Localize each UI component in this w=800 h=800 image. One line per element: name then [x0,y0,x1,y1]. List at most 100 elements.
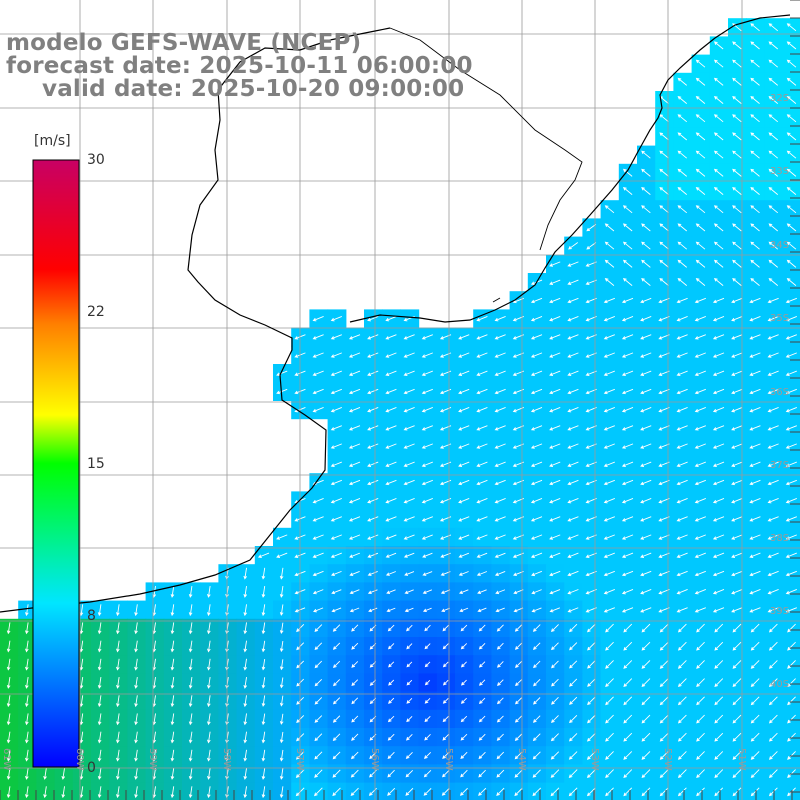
wind-arrow [388,661,395,668]
wind-arrow [348,334,361,340]
wind-arrow [25,622,29,635]
wind-arrow [603,607,615,613]
wind-arrow [605,623,614,633]
wind-arrow [785,498,797,504]
wind-arrow [43,767,47,780]
wind-arrow [385,498,397,504]
wind-cell [782,127,800,147]
wind-arrow [659,132,669,141]
wind-arrow [567,352,579,358]
wind-arrow [116,713,120,726]
wind-arrow [750,769,760,779]
wind-arrow [567,534,579,540]
wind-arrow [659,696,669,706]
wind-arrow [403,479,415,486]
wind-cell [782,109,800,128]
wind-arrow [641,696,651,706]
wind-arrow [587,678,596,687]
wind-arrow [713,168,724,177]
wind-arrow [695,150,706,159]
wind-arrow [732,732,742,742]
wind-arrow [621,552,634,558]
wind-arrow [385,352,397,358]
wind-arrow [731,297,743,304]
wind-arrow [603,498,615,504]
wind-arrow [243,767,248,780]
wind-arrow [403,334,415,340]
wind-arrow [530,534,543,540]
wind-arrow [714,678,724,688]
wind-arrow [659,277,669,286]
wind-arrow [349,607,360,613]
wind-arrow [207,695,211,708]
wind-arrow [677,714,687,724]
wind-arrow [422,571,433,576]
wind-arrow [549,534,561,540]
wind-arrow [134,749,138,762]
wind-arrow [641,241,651,250]
wind-arrow [640,370,652,376]
wind-arrow [312,352,324,358]
wind-arrow [116,767,120,780]
wind-arrow [116,604,120,617]
wind-arrow [549,370,561,376]
wind-arrow [385,571,396,576]
wind-arrow [732,59,742,68]
wind-arrow [261,585,266,598]
wind-arrow [532,751,541,760]
wind-arrow [496,697,504,705]
wind-arrow [515,660,523,668]
wind-arrow [567,388,579,395]
wind-arrow [659,150,669,159]
wind-arrow [750,751,760,760]
wind-arrow [478,661,486,668]
title-model: modelo GEFS-WAVE (NCEP) [6,30,362,56]
wind-arrow [550,624,559,633]
wind-arrow [567,407,579,413]
wind-arrow [731,570,743,577]
wind-arrow [768,205,779,214]
wind-arrow [532,624,541,632]
wind-arrow [551,697,559,705]
wind-arrow [623,787,633,797]
wind-arrow [367,334,379,340]
wind-arrow [640,498,652,504]
wind-arrow [768,660,778,669]
wind-arrow [712,388,725,395]
wind-arrow [476,352,488,358]
wind-arrow [188,585,193,598]
wind-arrow [713,241,724,250]
wind-arrow [713,205,724,214]
wind-arrow [530,461,543,467]
wind-arrow [348,388,361,395]
wind-arrow [621,425,634,431]
wind-arrow [332,751,341,760]
wind-arrow [116,786,120,799]
wind-arrow [640,552,652,558]
wind-arrow [641,277,651,286]
wind-arrow [787,751,796,760]
wind-arrow [549,589,561,595]
wind-arrow [424,698,431,704]
wind-arrow [641,205,651,214]
wind-arrow [494,443,506,449]
wind-arrow [786,168,797,177]
wind-arrow [441,787,450,796]
wind-arrow [477,607,487,613]
wind-arrow [694,570,706,577]
wind-arrow [694,461,706,467]
wind-arrow [348,461,361,467]
wind-arrow [605,678,614,688]
wind-arrow [640,352,652,358]
wind-arrow [279,585,284,598]
wind-arrow [279,713,284,725]
wind-arrow [731,352,743,358]
wind-arrow [385,388,397,395]
wind-cell [782,18,800,37]
wind-arrow [207,713,211,726]
wind-arrow [768,223,779,232]
wind-arrow [25,767,29,780]
wind-arrow [641,623,651,633]
wind-arrow [207,731,211,744]
wind-arrow [550,733,559,742]
